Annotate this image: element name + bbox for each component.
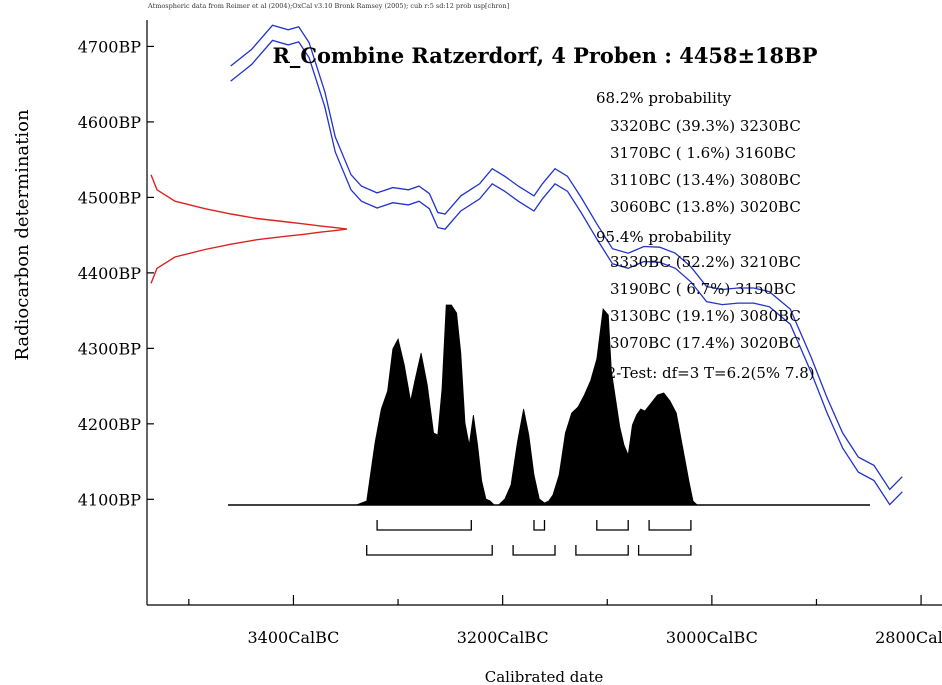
- x-ticks: 3400CalBC 3200CalBC 3000CalBC 2800CalBC: [188, 595, 942, 647]
- prob-95-range: 3190BC ( 6.7%) 3150BC: [610, 280, 796, 298]
- range-95-bracket: [512, 545, 556, 556]
- chi-square-test: X2-Test: df=3 T=6.2(5% 7.8): [596, 364, 815, 382]
- x-axis-label: Calibrated date: [485, 668, 604, 685]
- calibration-curve-upper: [230, 24, 903, 491]
- axes: [146, 20, 942, 606]
- prob-95-range: 3130BC (19.1%) 3080BC: [610, 307, 801, 325]
- range-95-bracket: [637, 545, 692, 556]
- y-tick-label: 4400BP: [78, 264, 141, 283]
- range-brackets: [366, 520, 692, 556]
- prob-95-range: 3330BC (52.2%) 3210BC: [610, 253, 801, 271]
- credit-line: Atmospheric data from Reimer et al (2004…: [147, 2, 509, 10]
- y-tick-label: 4200BP: [78, 415, 141, 434]
- prob-95-header: 95.4% probability: [596, 228, 732, 246]
- range-68-bracket: [376, 520, 472, 531]
- range-68-bracket: [533, 520, 546, 531]
- y-tick-label: 4600BP: [78, 113, 141, 132]
- range-95-bracket: [575, 545, 629, 556]
- prob-68-header: 68.2% probability: [596, 89, 732, 107]
- x-tick-label: 3200CalBC: [457, 628, 549, 647]
- range-68-bracket: [648, 520, 692, 531]
- prob-68-range: 3320BC (39.3%) 3230BC: [610, 117, 801, 135]
- measurement-density-line: [150, 174, 348, 284]
- prob-68-range: 3170BC ( 1.6%) 3160BC: [610, 144, 796, 162]
- prob-68-range: 3110BC (13.4%) 3080BC: [610, 171, 801, 189]
- y-axis-label: Radiocarbon determination: [12, 109, 33, 361]
- y-tick-label: 4300BP: [78, 339, 141, 358]
- measurement-curve: [150, 174, 348, 284]
- calibration-curve: [230, 24, 903, 506]
- y-tick-label: 4700BP: [78, 37, 141, 56]
- x-tick-label: 3000CalBC: [666, 628, 758, 647]
- calibration-curve-lower: [230, 39, 903, 506]
- probability-area: [356, 304, 699, 506]
- y-ticks: 4700BP 4600BP 4500BP 4400BP 4300BP 4200BP 4100…: [78, 37, 154, 509]
- prob-68-range: 3060BC (13.8%) 3020BC: [610, 198, 801, 216]
- range-95-bracket: [366, 545, 493, 556]
- chart-title: R_Combine Ratzerdorf, 4 Proben : 4458±18…: [273, 43, 818, 68]
- range-68-bracket: [596, 520, 629, 531]
- x-tick-label: 3400CalBC: [247, 628, 339, 647]
- probability-annotations: 68.2% probability 3320BC (39.3%) 3230BC 31…: [596, 89, 815, 382]
- y-tick-label: 4100BP: [78, 490, 141, 509]
- x-tick-label: 2800CalBC: [875, 628, 942, 647]
- y-tick-label: 4500BP: [78, 188, 141, 207]
- probability-distribution: [356, 304, 699, 506]
- prob-95-range: 3070BC (17.4%) 3020BC: [610, 334, 801, 352]
